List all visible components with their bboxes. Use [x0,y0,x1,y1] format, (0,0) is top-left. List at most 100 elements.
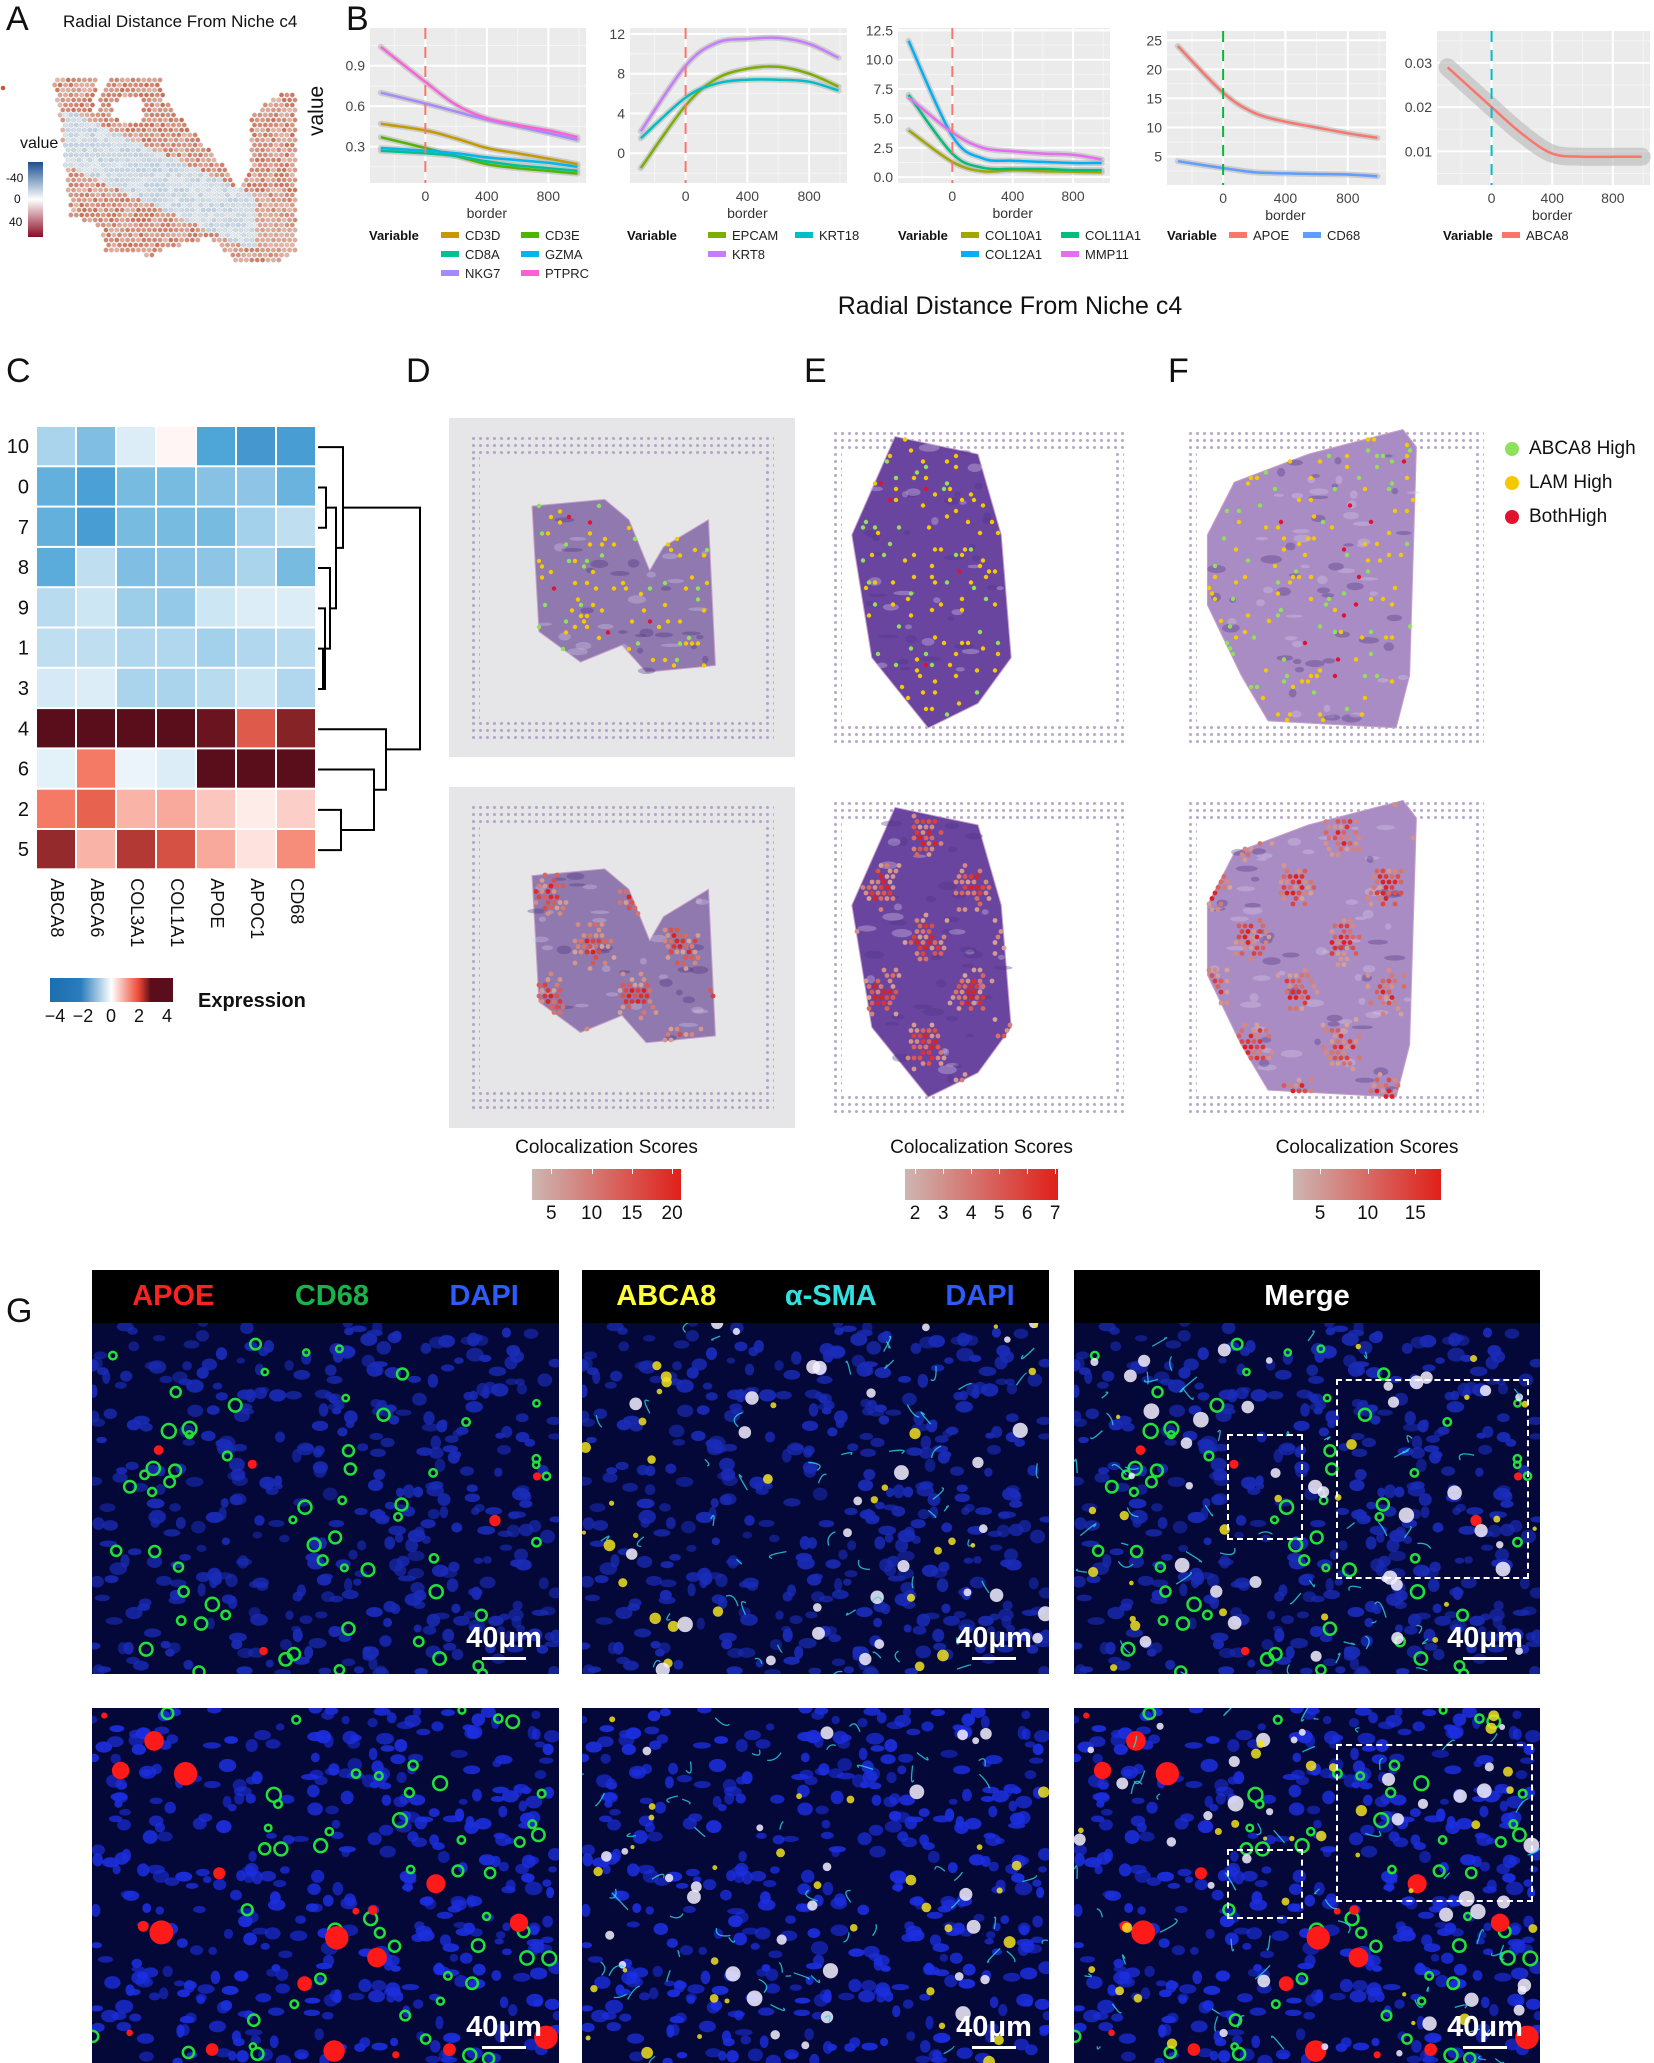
spatial-spot [106,202,112,208]
colocalization-spot [1299,973,1305,978]
heatmap-cell [197,427,235,466]
spatial-spot [170,222,176,228]
nucleus [744,1515,755,1526]
spatial-spot [127,142,133,148]
colocalization-spot [605,944,611,949]
spatial-spot [206,167,212,173]
spatial-spot [141,147,147,153]
spatial-spot [241,212,247,218]
colocalization-spot [1299,885,1305,890]
spot [1341,591,1347,596]
colocalization-spot [1329,852,1335,857]
spot [602,536,608,542]
spatial-spot [249,247,255,253]
colorbar-tick-label: 5 [993,1203,1005,1224]
spatial-spot [251,172,257,178]
colocalization-spot [1344,923,1350,929]
colocalization-spot [1392,1077,1398,1083]
nucleus [1529,1358,1540,1368]
spot [1365,558,1371,563]
nucleus [117,1642,128,1655]
nucleus [911,1535,921,1544]
spot [1275,525,1281,530]
y-tick-label: 0 [617,145,625,161]
spatial-spot [254,257,260,263]
nucleus [769,1534,780,1543]
spatial-spot [157,117,163,123]
nucleus [187,1404,204,1418]
spatial-spot [100,102,106,108]
spatial-spot [68,112,74,118]
channel-label: APOE [132,1280,215,1312]
tissue-texture [880,820,903,827]
spatial-spot [160,122,166,128]
nucleus [1444,1611,1458,1619]
spatial-spot [273,202,279,208]
nucleus [1341,1333,1359,1346]
colocalization-spot [1383,984,1389,989]
spot [1305,679,1311,684]
spatial-spot [100,132,106,138]
spatial-spot [246,232,252,238]
nucleus [101,2009,119,2023]
spatial-spot [157,137,163,143]
colocalization-spot [890,896,896,901]
spot [701,663,707,668]
colocalization-spot [1248,956,1254,962]
nucleus [1005,1485,1020,1494]
spot [1365,569,1371,574]
nucleus [959,1390,968,1401]
abca8-signal [1464,1394,1470,1400]
spatial-spot [184,217,190,223]
micrograph-image [92,1708,559,2063]
spot [1374,453,1380,459]
spatial-spot [176,222,182,228]
spatial-spot [76,87,82,93]
spot [626,525,632,531]
colocalization-spot [1239,929,1245,934]
spatial-spot [89,192,95,198]
nucleus [1343,1354,1357,1368]
nucleus [498,1805,508,1818]
spatial-spot [181,232,187,238]
cd68-cell [472,1659,485,1672]
tissue-texture [1365,1011,1382,1019]
asma-fiber [1417,1542,1432,1549]
tissue-texture [692,1009,709,1014]
nucleus [107,1736,124,1748]
spatial-spot [146,87,152,93]
spatial-spot [200,177,206,183]
nucleus [650,1640,661,1649]
colocalization-spot [617,889,623,894]
nucleus [1078,1367,1091,1376]
cd68-cell [1413,1651,1429,1666]
colocalization-spot [902,940,908,945]
spatial-spot [87,77,93,83]
nucleus [1469,1615,1485,1627]
spatial-spot [257,192,263,198]
spatial-spot [122,222,128,228]
nucleus [1433,1429,1445,1438]
spatial-spot [71,77,77,83]
tissue-texture [931,517,939,526]
spatial-spot [154,202,160,208]
tissue-texture [1384,955,1406,961]
colocalization-spot [1257,1050,1263,1055]
abca8-signal [937,1649,949,1662]
spot [1353,657,1359,662]
colocalization-spot [917,923,923,929]
nucleus [764,1431,776,1443]
colocalization-spot [542,894,548,900]
abca8-signal [970,1543,976,1548]
nucleus [1101,1370,1115,1382]
spatial-spot [152,137,158,143]
colocalization-spot [1293,1006,1299,1011]
spatial-spot [119,147,125,153]
spatial-spot [287,107,293,113]
nucleus [92,1476,103,1486]
spot [572,558,578,564]
colocalization-spot [908,1039,914,1044]
colocalization-spot [1347,929,1353,934]
spatial-spot [230,212,236,218]
nucleus [442,1445,459,1453]
